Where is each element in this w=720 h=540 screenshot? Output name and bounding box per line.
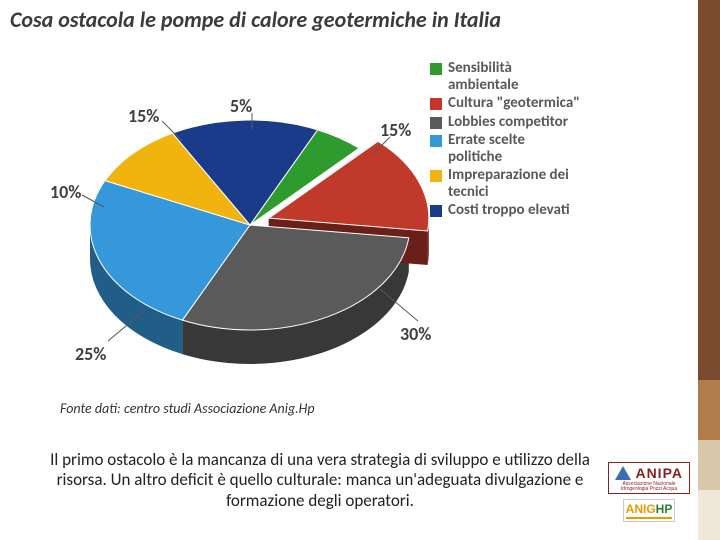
logo-block: ANIPA Associazione Nazionale Idrogeologi… <box>608 462 690 522</box>
legend-item: Impreparazione dei tecnici <box>430 167 580 200</box>
sidebar-stripe <box>698 440 720 490</box>
sidebar-stripes <box>698 0 720 540</box>
legend-swatch <box>430 98 442 110</box>
legend-item: Lobbies competitor <box>430 114 580 131</box>
legend-item: Costi troppo elevati <box>430 202 580 219</box>
legend-label: Errate scelte politiche <box>448 132 580 165</box>
legend-swatch <box>430 205 442 217</box>
source-caption: Fonte dati: centro studi Associazione An… <box>60 400 315 417</box>
legend-label: Costi troppo elevati <box>448 202 580 219</box>
legend-swatch <box>430 135 442 147</box>
sidebar-stripe <box>698 0 720 380</box>
anipa-logo: ANIPA Associazione Nazionale Idrogeologi… <box>608 462 690 494</box>
triangle-icon <box>615 466 631 480</box>
sidebar-stripe <box>698 490 720 540</box>
anipa-text: ANIPA <box>635 465 683 481</box>
legend-label: Cultura "geotermica" <box>448 95 580 112</box>
legend-item: Cultura "geotermica" <box>430 95 580 112</box>
legend-swatch <box>430 170 442 182</box>
pct-label: 15% <box>380 119 411 141</box>
legend-label: Lobbies competitor <box>448 114 580 131</box>
anighp-b: HP <box>656 502 673 516</box>
anipa-subtext: Associazione Nazionale Idrogeologia Pozz… <box>611 482 687 492</box>
slide: Cosa ostacola le pompe di calore geoterm… <box>0 0 720 540</box>
anighp-a: ANIG <box>626 502 656 516</box>
legend-swatch <box>430 117 442 129</box>
sidebar-stripe <box>698 380 720 440</box>
legend-item: Sensibilità ambientale <box>430 60 580 93</box>
legend-label: Sensibilità ambientale <box>448 60 580 93</box>
pct-label: 25% <box>75 343 106 365</box>
legend-swatch <box>430 63 442 75</box>
slide-title: Cosa ostacola le pompe di calore geoterm… <box>10 6 501 33</box>
legend-label: Impreparazione dei tecnici <box>448 167 580 200</box>
chart-legend: Sensibilità ambientale Cultura "geotermic… <box>430 60 580 221</box>
body-paragraph: Il primo ostacolo è la mancanza di una v… <box>40 450 600 511</box>
logo-bar <box>626 517 673 519</box>
pct-label: 15% <box>128 105 159 127</box>
anighp-logo: ANIGHP <box>623 499 676 522</box>
pct-label: 5% <box>230 95 252 117</box>
pct-label: 10% <box>50 181 81 203</box>
legend-item: Errate scelte politiche <box>430 132 580 165</box>
pct-label: 30% <box>400 323 431 345</box>
